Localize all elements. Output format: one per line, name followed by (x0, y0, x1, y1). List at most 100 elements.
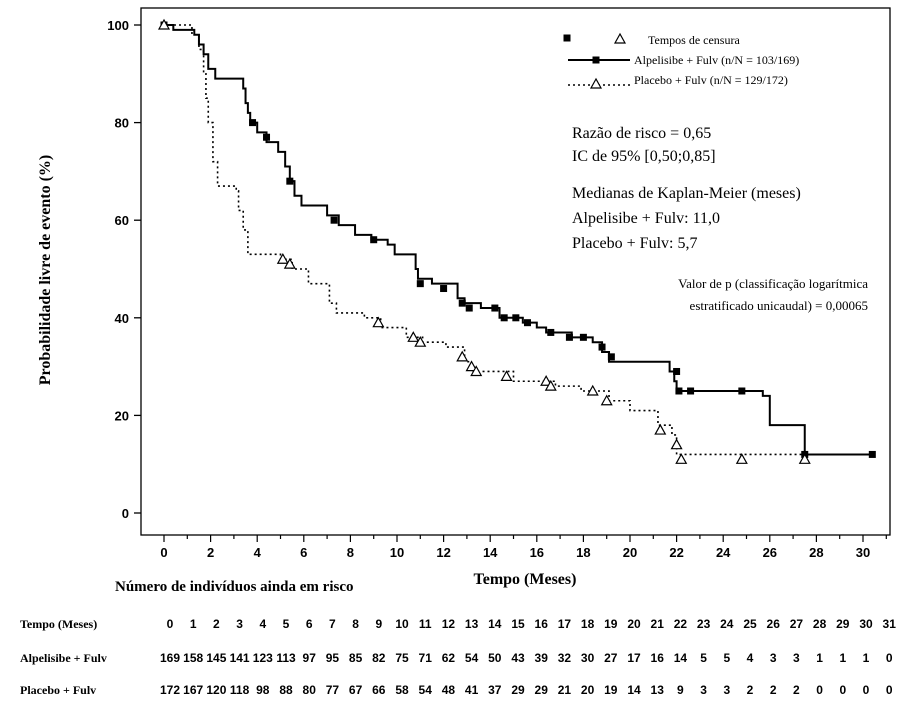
alpelisibe-censor-mark (370, 236, 378, 244)
legend-alpelisibe-label: Alpelisibe + Fulv (n/N = 103/169) (634, 53, 799, 67)
confidence-interval-text: IC de 95% [0,50;0,85] (572, 148, 716, 165)
risk-cell: 9 (375, 617, 382, 631)
risk-cell: 71 (419, 651, 433, 665)
risk-cell: 39 (535, 651, 549, 665)
placebo-censor-mark (544, 379, 557, 391)
x-tick-label: 20 (623, 545, 637, 560)
risk-cell: 167 (183, 683, 203, 697)
risk-cell: 14 (627, 683, 641, 697)
risk-cell: 19 (604, 683, 618, 697)
risk-cell: 169 (160, 651, 180, 665)
risk-cell: 3 (236, 617, 243, 631)
risk-cell: 29 (836, 617, 850, 631)
risk-cell: 4 (259, 617, 266, 631)
legend-alpelisibe-marker (592, 56, 600, 64)
x-tick-label: 26 (763, 545, 777, 560)
risk-cell: 14 (674, 651, 688, 665)
x-axis-ticks: 0 2 4 6 8 10 12 14 16 18 20 22 24 26 28 30 (160, 535, 887, 560)
risk-cell: 3 (723, 683, 730, 697)
risk-cell: 5 (723, 651, 730, 665)
legend-censor-label: Tempos de censura (648, 33, 740, 47)
y-tick-label: 80 (115, 116, 129, 131)
alpelisibe-censor-mark (738, 387, 746, 395)
p-value-line-1: Valor de p (classificação logarítmica (678, 276, 868, 291)
risk-cell: 2 (770, 683, 777, 697)
risk-cell: 19 (604, 617, 618, 631)
legend-square-icon (563, 34, 571, 42)
alpelisibe-censor-mark (598, 343, 606, 351)
risk-cell: 37 (488, 683, 502, 697)
risk-cell: 17 (627, 651, 641, 665)
alpelisibe-censor-mark (579, 333, 587, 341)
risk-cell: 29 (535, 683, 549, 697)
risk-cell: 158 (183, 651, 203, 665)
risk-cell: 26 (767, 617, 781, 631)
x-tick-label: 10 (390, 545, 404, 560)
x-axis-label: Tempo (Meses) (474, 571, 577, 588)
risk-cell: 0 (886, 651, 893, 665)
risk-cell: 67 (349, 683, 363, 697)
placebo-censor-mark (735, 453, 748, 464)
placebo-curve (164, 24, 805, 456)
risk-row-label: Placebo + Fulv (20, 683, 96, 697)
risk-cell: 66 (372, 683, 386, 697)
placebo-censor-mark (414, 335, 427, 347)
median-alpelisibe-text: Alpelisibe + Fulv: 11,0 (572, 210, 720, 227)
x-tick-label: 0 (160, 545, 167, 560)
risk-cell: 16 (651, 651, 665, 665)
placebo-censor-mark (670, 438, 683, 450)
risk-cell: 10 (395, 617, 409, 631)
risk-cell: 54 (465, 651, 479, 665)
risk-cell: 62 (442, 651, 456, 665)
risk-cell: 20 (581, 683, 595, 697)
risk-cell: 2 (213, 617, 220, 631)
alpelisibe-censor-mark (500, 314, 508, 322)
y-tick-label: 100 (107, 18, 129, 33)
risk-table: Tempo (Meses) 0 1 2 3 4 5 6 7 8 9 10 11 12 13 14 15 16 17 1… (20, 617, 896, 697)
placebo-censor-mark (157, 18, 171, 30)
risk-cell: 97 (303, 651, 317, 665)
placebo-censor-mark (407, 331, 420, 342)
risk-cell: 4 (747, 651, 754, 665)
risk-cell: 172 (160, 683, 180, 697)
risk-table-title: Número de indivíduos ainda em risco (115, 579, 354, 595)
alpelisibe-censor-mark (673, 367, 681, 375)
x-tick-label: 22 (669, 545, 683, 560)
annotations: Razão de risco = 0,65 IC de 95% [0,50;0,8… (572, 125, 868, 313)
risk-cell: 3 (793, 651, 800, 665)
risk-cell: 2 (747, 683, 754, 697)
risk-cell: 30 (859, 617, 873, 631)
placebo-censor-mark (540, 375, 553, 386)
median-placebo-text: Placebo + Fulv: 5,7 (572, 235, 697, 252)
risk-cell: 1 (816, 651, 823, 665)
risk-cell: 0 (886, 683, 893, 697)
risk-cell: 25 (743, 617, 757, 631)
risk-cell: 11 (419, 617, 432, 631)
risk-cell: 88 (279, 683, 293, 697)
y-axis-label: Probabilidade livre de evento (%) (37, 155, 54, 386)
x-tick-label: 4 (254, 545, 262, 560)
risk-cell: 16 (535, 617, 549, 631)
risk-cell: 0 (816, 683, 823, 697)
risk-cell: 54 (419, 683, 433, 697)
legend-placebo-marker (589, 77, 603, 89)
alpelisibe-censor-mark (687, 387, 695, 395)
risk-cell: 29 (511, 683, 525, 697)
risk-cell: 3 (700, 683, 707, 697)
risk-cell: 23 (697, 617, 711, 631)
risk-cell: 77 (326, 683, 340, 697)
x-tick-label: 6 (300, 545, 307, 560)
x-tick-label: 24 (716, 545, 731, 560)
medians-title: Medianas de Kaplan-Meier (meses) (572, 185, 801, 202)
risk-cell: 75 (395, 651, 409, 665)
x-tick-label: 28 (809, 545, 823, 560)
risk-cell: 3 (770, 651, 777, 665)
placebo-censor-mark (798, 453, 811, 464)
alpelisibe-censor-mark (523, 319, 531, 327)
y-tick-label: 40 (115, 311, 129, 326)
risk-cell: 28 (813, 617, 827, 631)
risk-cell: 58 (395, 683, 409, 697)
risk-cell: 95 (326, 651, 340, 665)
alpelisibe-censor-mark (416, 280, 424, 288)
alpelisibe-censor-mark (607, 353, 615, 361)
